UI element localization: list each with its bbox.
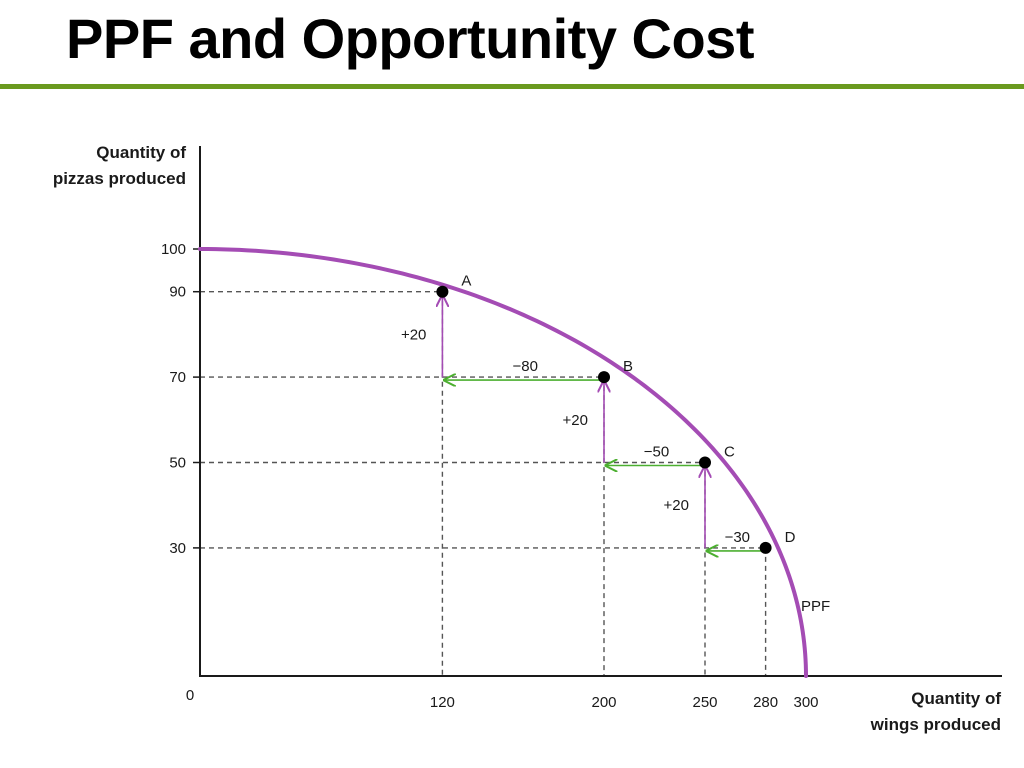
ppf-curve: [198, 247, 808, 678]
point-label-c: C: [724, 444, 735, 461]
slide-title: PPF and Opportunity Cost: [66, 7, 754, 70]
x-axis-title-line-2: wings produced: [870, 715, 1001, 734]
ppf-curve-group: [198, 247, 808, 678]
title-divider: [0, 84, 1024, 89]
data-points: A B C D: [436, 273, 796, 554]
point-d: [759, 541, 772, 554]
y-tick-label: 100: [161, 241, 186, 258]
y-tick-label: 50: [169, 455, 186, 472]
gain-label: +20: [664, 497, 689, 514]
gain-label: +20: [563, 412, 588, 429]
x-tick-label: 250: [692, 694, 717, 711]
point-c: [699, 456, 711, 469]
gain-label: +20: [401, 326, 426, 343]
origin-label: 0: [186, 687, 194, 704]
y-tick-label: 70: [169, 369, 186, 386]
x-tick-label: 280: [753, 694, 778, 711]
loss-label: −50: [644, 444, 669, 461]
guide-lines: [200, 291, 767, 676]
point-b: [598, 371, 610, 384]
point-label-a: A: [461, 273, 471, 290]
x-axis-title-line-1: Quantity of: [911, 689, 1001, 708]
y-tick-label: 90: [169, 284, 186, 301]
axes: [199, 146, 1002, 677]
point-label-b: B: [623, 358, 633, 375]
x-tick-label: 200: [591, 694, 616, 711]
y-tick-label: 30: [169, 540, 186, 557]
x-tick-label: 300: [793, 694, 818, 711]
point-a: [436, 285, 449, 298]
ppf-curve-label: PPF: [801, 598, 830, 615]
loss-label: −80: [512, 358, 537, 375]
loss-label: −30: [725, 529, 750, 546]
tick-labels: 30 50 70 90 100 120 200 250 280 300: [161, 241, 819, 711]
change-arrows: +20 −80 +20 −50 +20 −30: [401, 296, 766, 551]
y-axis-title-line-2: pizzas produced: [53, 169, 186, 188]
x-tick-label: 120: [430, 694, 455, 711]
y-axis-title-line-1: Quantity of: [96, 143, 186, 162]
point-label-d: D: [785, 529, 796, 546]
